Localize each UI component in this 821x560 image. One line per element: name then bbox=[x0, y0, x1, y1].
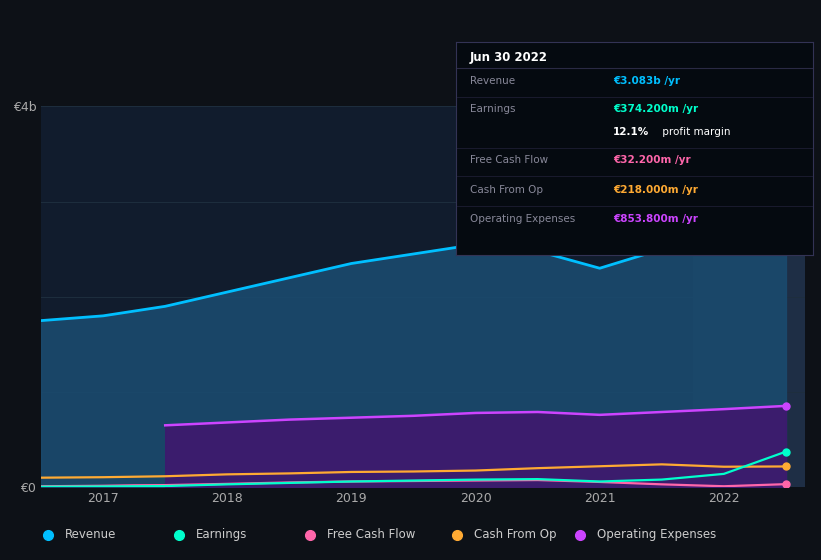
Text: Cash From Op: Cash From Op bbox=[474, 528, 557, 542]
Text: Free Cash Flow: Free Cash Flow bbox=[327, 528, 415, 542]
Text: Revenue: Revenue bbox=[65, 528, 116, 542]
Text: €218.000m /yr: €218.000m /yr bbox=[612, 185, 698, 194]
Text: Revenue: Revenue bbox=[470, 76, 515, 86]
Text: Cash From Op: Cash From Op bbox=[470, 185, 543, 194]
Bar bbox=[693, 106, 805, 487]
Text: Free Cash Flow: Free Cash Flow bbox=[470, 155, 548, 165]
Text: Operating Expenses: Operating Expenses bbox=[470, 214, 576, 225]
Text: Earnings: Earnings bbox=[470, 104, 516, 114]
Text: Earnings: Earnings bbox=[196, 528, 247, 542]
Text: Operating Expenses: Operating Expenses bbox=[597, 528, 717, 542]
Text: €32.200m /yr: €32.200m /yr bbox=[612, 155, 690, 165]
Text: 12.1%: 12.1% bbox=[612, 127, 649, 137]
Text: Jun 30 2022: Jun 30 2022 bbox=[470, 50, 548, 63]
Text: €374.200m /yr: €374.200m /yr bbox=[612, 104, 698, 114]
Text: €853.800m /yr: €853.800m /yr bbox=[612, 214, 698, 225]
Text: €3.083b /yr: €3.083b /yr bbox=[612, 76, 680, 86]
Text: profit margin: profit margin bbox=[659, 127, 731, 137]
